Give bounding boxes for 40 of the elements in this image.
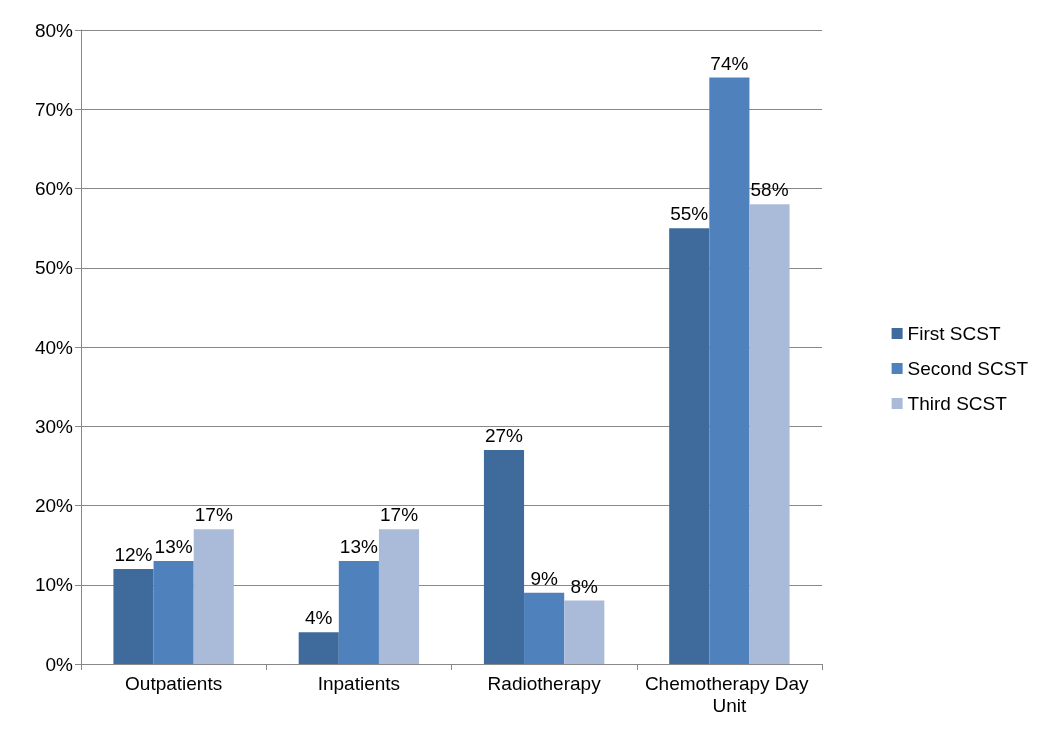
y-tick-label: 50% (34, 257, 74, 279)
data-label: 74% (710, 52, 749, 74)
y-tick-label: 10% (34, 574, 74, 596)
bar (483, 450, 525, 664)
data-label: 17% (380, 504, 419, 526)
bar (193, 529, 234, 664)
data-label: 8% (570, 575, 599, 597)
y-tick-label: 30% (34, 415, 74, 437)
y-tick-label: 60% (34, 178, 74, 199)
data-label: 27% (484, 425, 524, 447)
data-label: 13% (339, 535, 378, 557)
bar (113, 568, 154, 664)
x-tick-label: Radiotherapy (487, 672, 602, 694)
data-label: 4% (305, 607, 333, 629)
bar (378, 529, 420, 664)
bar (669, 228, 710, 664)
data-label: 17% (194, 504, 233, 526)
legend-label: Third SCST (907, 393, 1008, 414)
x-tick-label: Outpatients (125, 672, 223, 694)
legend-label: First SCST (907, 323, 1001, 344)
bar (749, 204, 790, 664)
data-label: 58% (750, 179, 789, 201)
y-tick-label: 20% (34, 495, 74, 516)
data-label: 13% (154, 535, 193, 557)
y-tick-label: 80% (34, 19, 74, 41)
data-label: 55% (670, 203, 709, 225)
bar (338, 560, 379, 664)
legend-label: Second SCST (907, 358, 1029, 379)
bar (153, 560, 194, 664)
bar (524, 592, 565, 664)
data-label: 12% (114, 543, 153, 565)
data-label: 9% (530, 567, 558, 589)
bar (709, 77, 750, 664)
y-tick-label: 0% (45, 653, 74, 675)
y-tick-label: 70% (34, 98, 74, 120)
bar (298, 632, 339, 664)
y-tick-label: 40% (34, 336, 74, 358)
bar (564, 600, 605, 664)
x-tick-label: Chemotherapy Day Unit (644, 672, 814, 716)
x-tick-label: Inpatients (317, 672, 401, 694)
